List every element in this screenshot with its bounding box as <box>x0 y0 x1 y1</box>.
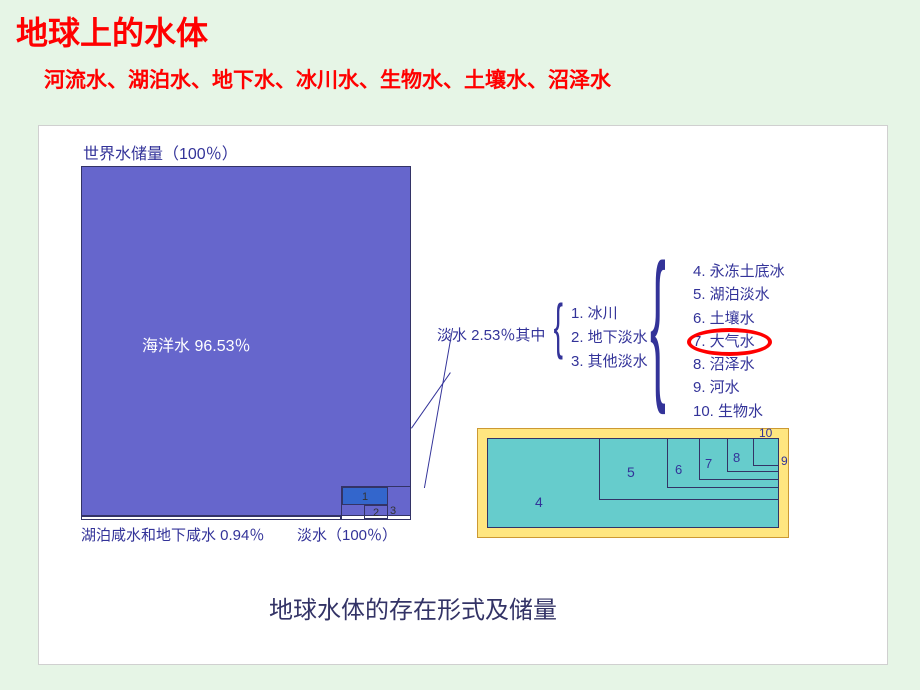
diagram-container: 世界水储量（100％） 海洋水 96.53％ 1 2 3 湖泊咸水和地下咸水 0… <box>38 125 888 665</box>
nested-label-8: 8 <box>733 450 740 465</box>
list-item: 8. 沼泽水 <box>693 353 785 376</box>
nested-label-10: 10 <box>759 426 772 440</box>
freshwater-boxes: 1 2 3 <box>341 486 411 520</box>
fresh-pct-label: 淡水 2.53％其中 <box>437 324 545 345</box>
fresh-breakdown-list: 1. 冰川 2. 地下淡水 3. 其他淡水 <box>571 302 648 374</box>
fresh-box-1: 1 <box>342 487 388 505</box>
nested-label-9: 9 <box>781 454 788 468</box>
subtitle-list: 河流水、湖泊水、地下水、冰川水、生物水、土壤水、沼泽水 <box>0 54 920 102</box>
list-item: 1. 冰川 <box>571 302 648 326</box>
fresh-100-label: 淡水（100％） <box>297 524 397 545</box>
world-storage-label: 世界水储量（100％） <box>83 140 238 164</box>
nested-label-5: 5 <box>627 464 635 480</box>
list-item: 2. 地下淡水 <box>571 326 648 350</box>
nested-label-7: 7 <box>705 456 712 471</box>
brace-2-icon: { <box>650 240 666 406</box>
list-item: 3. 其他淡水 <box>571 350 648 374</box>
list-item: 4. 永冻土底冰 <box>693 260 785 283</box>
saline-box <box>81 516 341 520</box>
fresh-box-3: 3 <box>390 505 400 517</box>
highlight-ellipse-icon <box>687 328 772 356</box>
diagram-caption: 地球水体的存在形式及储量 <box>269 590 557 625</box>
page-title: 地球上的水体 <box>0 0 920 54</box>
brace-1-icon: { <box>554 295 563 357</box>
list-item: 6. 土壤水 <box>693 307 785 330</box>
saline-label: 湖泊咸水和地下咸水 0.94％ <box>81 524 264 545</box>
list-item: 10. 生物水 <box>693 400 785 423</box>
list-item: 5. 湖泊淡水 <box>693 283 785 306</box>
nested-label-4: 4 <box>535 494 543 510</box>
fresh-box-2: 2 <box>364 505 388 519</box>
nested-label-6: 6 <box>675 462 682 477</box>
ocean-label: 海洋水 96.53％ <box>142 332 251 356</box>
list-item: 9. 河水 <box>693 376 785 399</box>
nested-box-9 <box>753 438 779 466</box>
ocean-square: 海洋水 96.53％ <box>81 166 411 516</box>
